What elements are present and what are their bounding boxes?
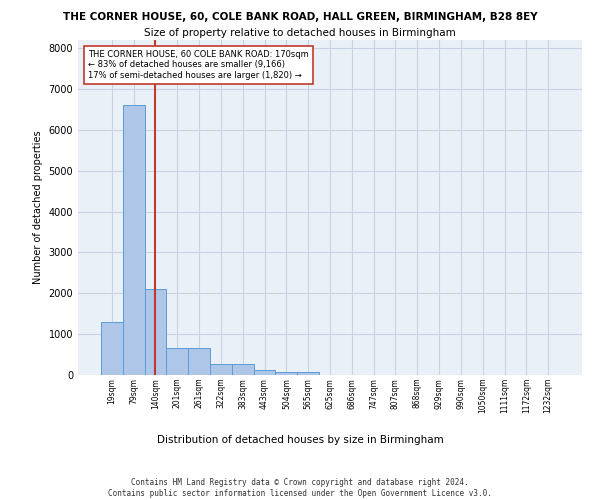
Bar [145,289,166,375]
Bar [101,322,123,375]
Bar [210,364,232,375]
Text: Distribution of detached houses by size in Birmingham: Distribution of detached houses by size … [157,435,443,445]
Bar [254,370,275,375]
Bar [188,348,210,375]
Bar [166,348,188,375]
Y-axis label: Number of detached properties: Number of detached properties [33,130,43,284]
Bar [275,372,297,375]
Bar [123,106,145,375]
Text: THE CORNER HOUSE, 60, COLE BANK ROAD, HALL GREEN, BIRMINGHAM, B28 8EY: THE CORNER HOUSE, 60, COLE BANK ROAD, HA… [62,12,538,22]
Bar [232,364,254,375]
Bar [297,372,319,375]
Text: Size of property relative to detached houses in Birmingham: Size of property relative to detached ho… [144,28,456,38]
Text: Contains HM Land Registry data © Crown copyright and database right 2024.
Contai: Contains HM Land Registry data © Crown c… [108,478,492,498]
Text: THE CORNER HOUSE, 60 COLE BANK ROAD: 170sqm
← 83% of detached houses are smaller: THE CORNER HOUSE, 60 COLE BANK ROAD: 170… [88,50,309,80]
